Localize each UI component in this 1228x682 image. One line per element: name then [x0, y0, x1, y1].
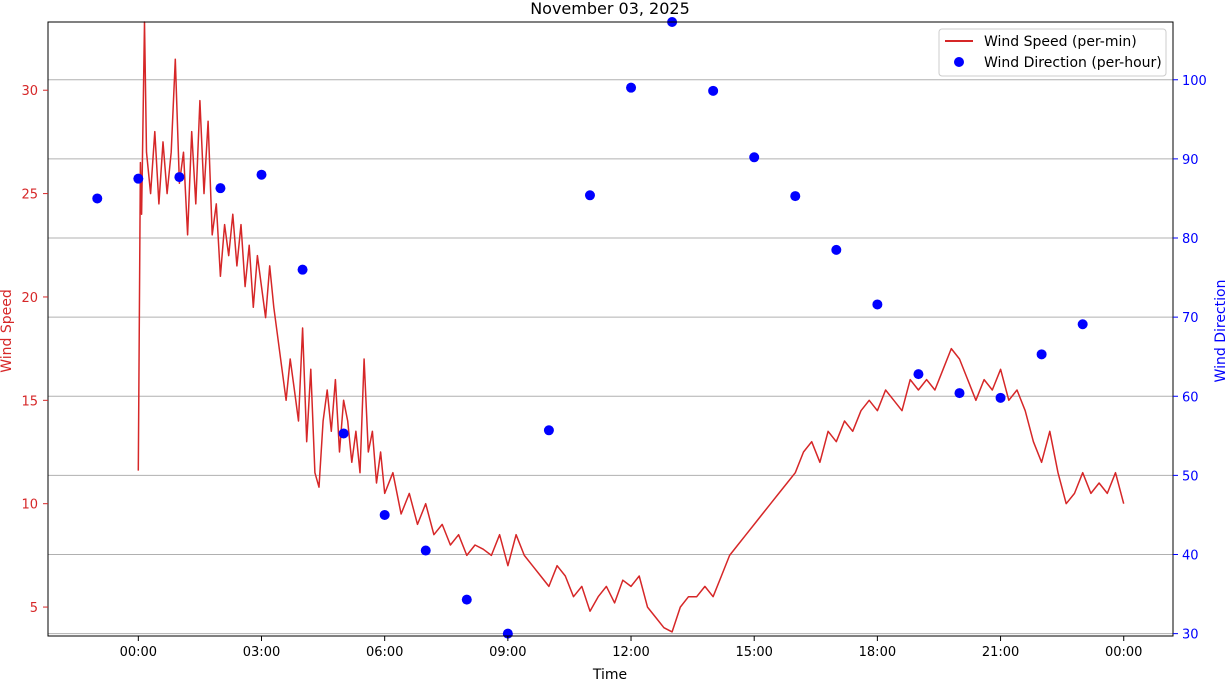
- wind-direction-point: [338, 428, 349, 439]
- right-tick-label: 100: [1182, 74, 1207, 89]
- x-axis: 00:00 03:00 06:00 09:00 12:00 15:00 18:00 21:00…: [120, 636, 1142, 660]
- left-y-axis: 5 10 15 20 25 30: [21, 84, 48, 616]
- x-tick-label: 06:00: [366, 645, 403, 660]
- x-tick-label: 00:00: [120, 645, 157, 660]
- right-y-axis: 30 40 50 60 70 80 90 100: [1173, 74, 1207, 643]
- legend: Wind Speed (per-min) Wind Direction (per…: [938, 28, 1167, 77]
- wind-direction-point: [584, 190, 595, 201]
- wind-direction-point: [297, 264, 308, 275]
- right-tick-label: 80: [1182, 232, 1199, 247]
- x-tick-label: 00:00: [1105, 645, 1142, 660]
- legend-label-speed: Wind Speed (per-min): [984, 34, 1137, 50]
- plot-frame: [47, 21, 1174, 637]
- wind-direction-point: [379, 509, 390, 520]
- right-tick-label: 30: [1182, 628, 1199, 643]
- wind-direction-point: [215, 183, 226, 194]
- gridlines: [48, 79, 1173, 635]
- wind-speed-series: [137, 21, 1125, 633]
- legend-swatch-direction: [954, 57, 964, 67]
- wind-direction-point: [461, 594, 472, 605]
- wind-direction-point: [749, 152, 760, 163]
- wind-direction-point: [543, 425, 554, 436]
- wind-direction-point: [995, 392, 1006, 403]
- right-tick-label: 70: [1182, 311, 1199, 326]
- right-tick-label: 90: [1182, 153, 1199, 168]
- left-tick-label: 20: [21, 291, 38, 306]
- wind-direction-point: [1036, 349, 1047, 360]
- right-tick-label: 50: [1182, 469, 1199, 484]
- x-tick-label: 09:00: [489, 645, 526, 660]
- wind-direction-point: [831, 244, 842, 255]
- wind-direction-point: [92, 193, 103, 204]
- legend-box: [938, 28, 1167, 77]
- wind-direction-point: [174, 172, 185, 183]
- wind-speed-line: [137, 21, 1125, 633]
- wind-direction-point: [954, 388, 965, 399]
- x-tick-label: 18:00: [859, 645, 896, 660]
- wind-direction-point: [1077, 319, 1088, 330]
- right-axis-title: Wind Direction: [1213, 280, 1228, 383]
- left-tick-label: 10: [21, 498, 38, 513]
- x-axis-title: Time: [592, 667, 627, 682]
- left-tick-label: 5: [30, 601, 38, 616]
- legend-label-direction: Wind Direction (per-hour): [984, 55, 1162, 71]
- right-tick-label: 40: [1182, 549, 1199, 564]
- left-tick-label: 30: [21, 84, 38, 99]
- wind-direction-point: [913, 369, 924, 380]
- left-tick-label: 15: [21, 394, 38, 409]
- wind-direction-series: [92, 17, 1088, 639]
- x-tick-label: 03:00: [243, 645, 280, 660]
- x-tick-label: 15:00: [735, 645, 772, 660]
- wind-direction-point: [872, 299, 883, 310]
- chart-title: November 03, 2025: [530, 0, 690, 18]
- wind-direction-point: [133, 173, 144, 184]
- right-tick-label: 60: [1182, 390, 1199, 405]
- wind-direction-point: [708, 85, 719, 96]
- left-tick-label: 25: [21, 188, 38, 203]
- wind-direction-point: [626, 82, 637, 93]
- left-axis-title: Wind Speed: [0, 289, 15, 373]
- x-tick-label: 21:00: [982, 645, 1019, 660]
- x-tick-label: 12:00: [612, 645, 649, 660]
- wind-direction-point: [790, 191, 801, 202]
- wind-direction-point: [420, 545, 431, 556]
- wind-direction-point: [256, 169, 267, 180]
